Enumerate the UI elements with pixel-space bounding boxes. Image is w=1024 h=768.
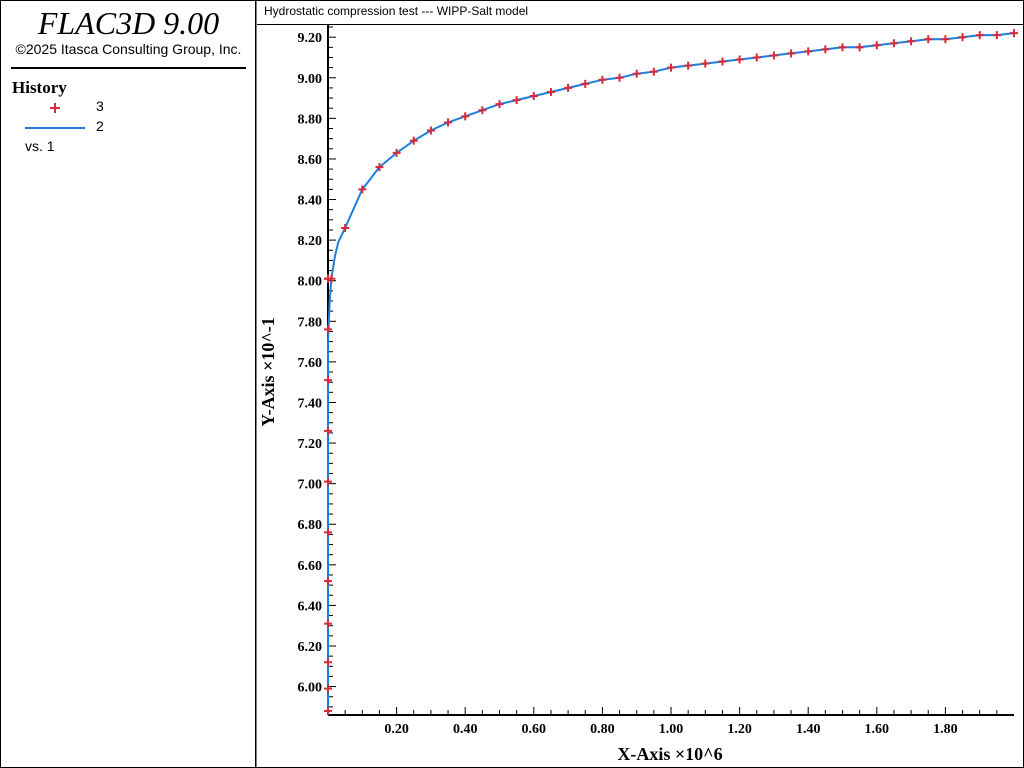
x-tick-label: 1.80 — [933, 722, 958, 737]
series-point-3 — [324, 619, 332, 628]
series-point-3 — [324, 528, 332, 537]
y-tick-label: 9.20 — [298, 31, 323, 46]
x-tick-label: 1.40 — [796, 722, 821, 737]
series-point-3 — [632, 69, 641, 78]
axes: 0.20 0.40 0.60 0.80 1.00 1.20 1.40 1.60 1.80 6.00… — [255, 1, 1014, 767]
y-tick-label: 6.20 — [298, 640, 323, 655]
app-title: FLAC3D 9.00 — [37, 5, 220, 41]
x-tick-label: 1.20 — [727, 722, 752, 737]
series-point-3 — [324, 658, 332, 667]
series-point-3 — [324, 577, 332, 586]
series-point-3 — [444, 118, 453, 127]
y-tick-label: 8.20 — [298, 234, 323, 249]
series-point-3 — [1010, 29, 1018, 38]
y-tick-label: 8.40 — [298, 194, 323, 209]
legend-panel: FLAC3D 9.00 ©2025 Itasca Consulting Grou… — [1, 1, 256, 767]
series-point-3 — [392, 148, 401, 157]
series-point-3 — [324, 426, 332, 435]
x-tick-label: 0.20 — [384, 722, 409, 737]
series-point-3 — [324, 376, 332, 385]
series-point-3 — [375, 163, 384, 172]
legend-item-3: 3 — [25, 98, 225, 118]
series-point-3 — [872, 41, 881, 50]
series-point-3 — [701, 59, 710, 68]
series-point-3 — [512, 96, 521, 105]
series-point-3 — [718, 57, 727, 66]
legend-item-label: 3 — [96, 98, 104, 114]
series-point-3 — [992, 31, 1001, 40]
x-axis-label: X-Axis ×10^6 — [617, 744, 722, 764]
series-point-3 — [495, 100, 504, 109]
plus-marker-icon — [50, 103, 60, 113]
series-point-3 — [769, 51, 778, 60]
x-tick-label: 0.80 — [590, 722, 615, 737]
series-point-3 — [804, 47, 813, 56]
y-tick-label: 7.40 — [298, 396, 323, 411]
y-axis-label: Y-Axis ×10^-1 — [258, 317, 278, 427]
legend-item-label: 2 — [96, 118, 104, 134]
line-marker-icon — [25, 127, 85, 129]
series-point-3 — [324, 325, 332, 334]
series-point-3 — [546, 87, 555, 96]
series-point-3 — [409, 136, 418, 145]
series-point-3 — [324, 477, 332, 486]
y-tick-label: 7.00 — [298, 478, 323, 493]
x-tick-label: 1.60 — [865, 722, 890, 737]
series-point-3 — [941, 35, 950, 44]
series-point-3 — [327, 274, 336, 283]
series-point-3 — [889, 39, 898, 48]
x-tick-label: 1.00 — [659, 722, 684, 737]
y-tick-label: 6.80 — [298, 518, 323, 533]
series-layer — [324, 29, 1018, 715]
series-point-3 — [341, 223, 350, 232]
y-tick-label: 7.60 — [298, 356, 323, 371]
series-point-3 — [907, 37, 916, 46]
legend-item-2: 2 — [25, 118, 225, 138]
series-point-3 — [564, 83, 573, 92]
series-point-3 — [855, 43, 864, 52]
y-tick-label: 8.60 — [298, 153, 323, 168]
series-point-3 — [649, 67, 658, 76]
y-tick-label: 7.80 — [298, 315, 323, 330]
series-point-3 — [358, 185, 367, 194]
series-point-3 — [975, 31, 984, 40]
series-point-3 — [581, 79, 590, 88]
series-point-3 — [478, 106, 487, 115]
series-point-3 — [615, 73, 624, 82]
series-point-3 — [324, 684, 332, 693]
y-tick-label: 8.00 — [298, 275, 323, 290]
series-point-3 — [787, 49, 796, 58]
y-tick-label: 6.00 — [298, 681, 323, 696]
series-point-3 — [324, 706, 332, 715]
series-point-3 — [667, 63, 675, 72]
series-point-3 — [735, 55, 744, 64]
series-point-3 — [461, 112, 470, 121]
chart-title: Hydrostatic compression test --- WIPP-Sa… — [264, 4, 529, 18]
legend-heading: History — [12, 78, 67, 97]
y-tick-label: 7.20 — [298, 437, 323, 452]
series-point-3 — [958, 33, 967, 42]
legend-divider — [11, 67, 246, 69]
series-point-3 — [838, 43, 847, 52]
series-point-3 — [426, 126, 435, 135]
copyright-text: ©2025 Itasca Consulting Group, Inc. — [15, 41, 242, 57]
y-tick-label: 6.60 — [298, 559, 323, 574]
legend-vs-label: vs. 1 — [25, 138, 55, 154]
series-point-3 — [924, 35, 933, 44]
series-point-3 — [821, 45, 830, 54]
series-point-3 — [752, 53, 761, 62]
x-tick-label: 0.60 — [522, 722, 547, 737]
y-tick-label: 9.00 — [298, 72, 323, 87]
x-tick-label: 0.40 — [453, 722, 478, 737]
title-divider — [257, 24, 1023, 25]
series-point-3 — [684, 61, 693, 70]
y-tick-label: 8.80 — [298, 112, 323, 127]
series-line-2 — [327, 32, 1015, 711]
series-point-3 — [529, 92, 538, 101]
y-tick-label: 6.40 — [298, 599, 323, 614]
series-point-3 — [598, 75, 607, 84]
